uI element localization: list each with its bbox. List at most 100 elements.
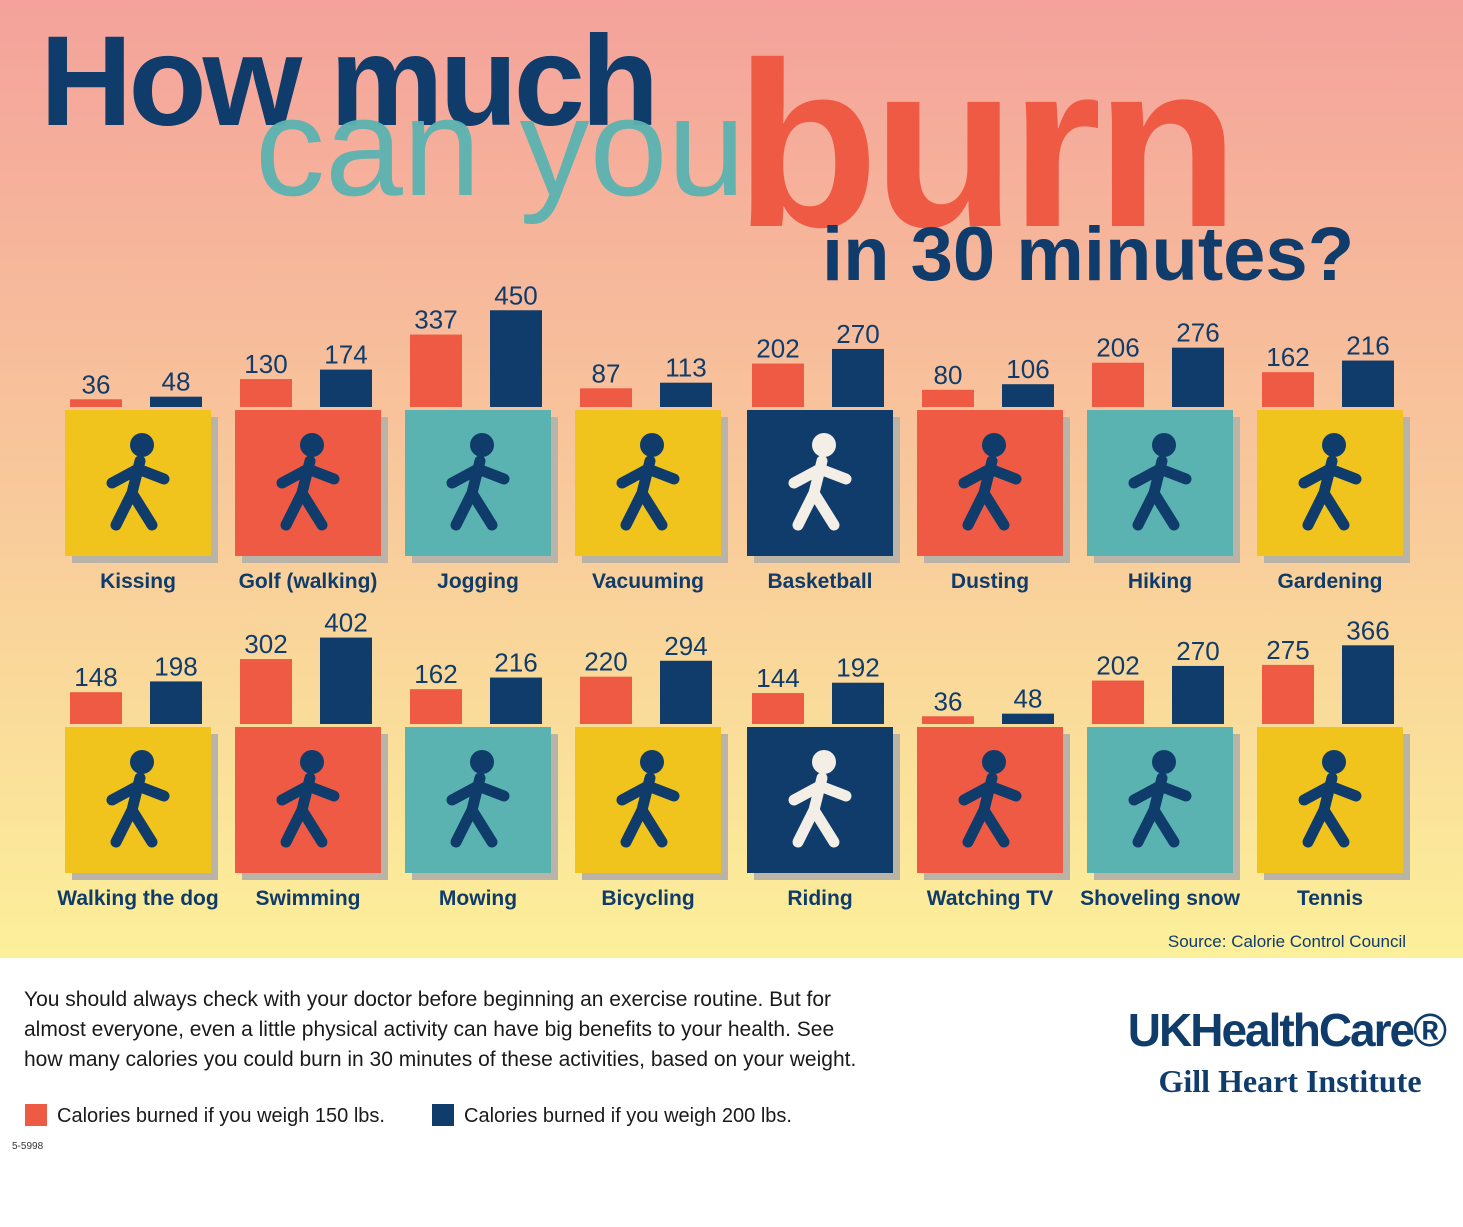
category-label: Watching TV [927, 887, 1053, 910]
category-label: Riding [787, 887, 852, 910]
bar [70, 399, 122, 407]
category-label: Shoveling snow [1080, 887, 1241, 910]
value-label: 302 [244, 629, 287, 659]
value-label: 48 [162, 367, 191, 397]
institute: Gill Heart Institute [1158, 1063, 1421, 1099]
value-label: 162 [1266, 342, 1309, 372]
bar [1092, 680, 1144, 724]
value-label: 198 [154, 651, 197, 681]
bar [752, 363, 804, 407]
title-line4: in 30 minutes? [822, 212, 1354, 297]
bar [320, 637, 372, 724]
value-label: 337 [414, 305, 457, 335]
icon-head [982, 433, 1006, 457]
bar [410, 334, 462, 407]
icon-head [1152, 750, 1176, 774]
category-label: Tennis [1297, 887, 1363, 910]
value-label: 450 [494, 280, 537, 310]
icon-head [470, 750, 494, 774]
value-label: 366 [1346, 615, 1389, 645]
bar [70, 692, 122, 724]
code: 5-5998 [12, 1141, 44, 1152]
bar [1342, 645, 1394, 724]
title-line3: burn [735, 13, 1233, 276]
icon-head [640, 433, 664, 457]
value-label: 113 [665, 353, 706, 383]
icon-body [276, 455, 340, 531]
bar [922, 389, 974, 407]
icon-body [788, 455, 852, 531]
category-label: Dusting [951, 570, 1029, 593]
value-label: 36 [82, 369, 111, 399]
icon-head [1152, 433, 1176, 457]
value-label: 206 [1096, 333, 1139, 363]
category-label: Gardening [1277, 570, 1382, 593]
icon-head [470, 433, 494, 457]
bar [1172, 347, 1224, 407]
legend-label: Calories burned if you weigh 200 lbs. [464, 1105, 792, 1127]
legend-swatch [432, 1104, 454, 1126]
value-label: 80 [934, 360, 963, 390]
value-label: 192 [836, 653, 879, 683]
icon-head [1322, 750, 1346, 774]
value-label: 275 [1266, 635, 1309, 665]
note-line: how many calories you could burn in 30 m… [24, 1048, 856, 1071]
icon-head [812, 433, 836, 457]
value-label: 270 [836, 319, 879, 349]
icon-body [616, 455, 680, 531]
bar [832, 682, 884, 724]
value-label: 106 [1006, 354, 1049, 384]
brand: UKHealthCare® [1128, 1004, 1447, 1056]
category-label: Jogging [437, 570, 519, 593]
bar [1092, 362, 1144, 407]
bar [1002, 384, 1054, 407]
value-label: 202 [756, 334, 799, 364]
legend-swatch [25, 1104, 47, 1126]
icon-head [1322, 433, 1346, 457]
value-label: 270 [1176, 636, 1219, 666]
category-label: Mowing [439, 887, 517, 910]
bar [1002, 713, 1054, 724]
value-label: 202 [1096, 651, 1139, 681]
icon-body [446, 772, 510, 848]
bar [660, 382, 712, 407]
value-label: 36 [934, 686, 963, 716]
bar [490, 677, 542, 724]
bar [320, 369, 372, 407]
bar [490, 310, 542, 407]
icon-body [1128, 772, 1192, 848]
value-label: 148 [74, 662, 117, 692]
bar [1172, 665, 1224, 724]
category-label: Bicycling [601, 887, 694, 910]
bar [752, 693, 804, 724]
value-label: 87 [592, 358, 621, 388]
icon-head [982, 750, 1006, 774]
category-label: Basketball [767, 570, 872, 593]
value-label: 216 [494, 648, 537, 678]
value-label: 276 [1176, 318, 1219, 348]
icon-body [958, 455, 1022, 531]
bar [660, 660, 712, 724]
icon-body [276, 772, 340, 848]
legend-label: Calories burned if you weigh 150 lbs. [57, 1105, 385, 1127]
title-line1: How much [40, 10, 655, 153]
icon-head [130, 433, 154, 457]
note-line: almost everyone, even a little physical … [24, 1018, 834, 1041]
icon-body [958, 772, 1022, 848]
value-label: 294 [664, 631, 707, 661]
source: Source: Calorie Control Council [1168, 932, 1406, 951]
category-label: Golf (walking) [239, 570, 378, 593]
bar [410, 689, 462, 724]
icon-body [788, 772, 852, 848]
bar [580, 388, 632, 407]
icon-body [1298, 455, 1362, 531]
bar [1262, 372, 1314, 407]
category-label: Walking the dog [57, 887, 218, 910]
bar [832, 348, 884, 407]
value-label: 130 [244, 349, 287, 379]
icon-body [106, 772, 170, 848]
category-label: Kissing [100, 570, 176, 593]
category-label: Hiking [1128, 570, 1192, 593]
